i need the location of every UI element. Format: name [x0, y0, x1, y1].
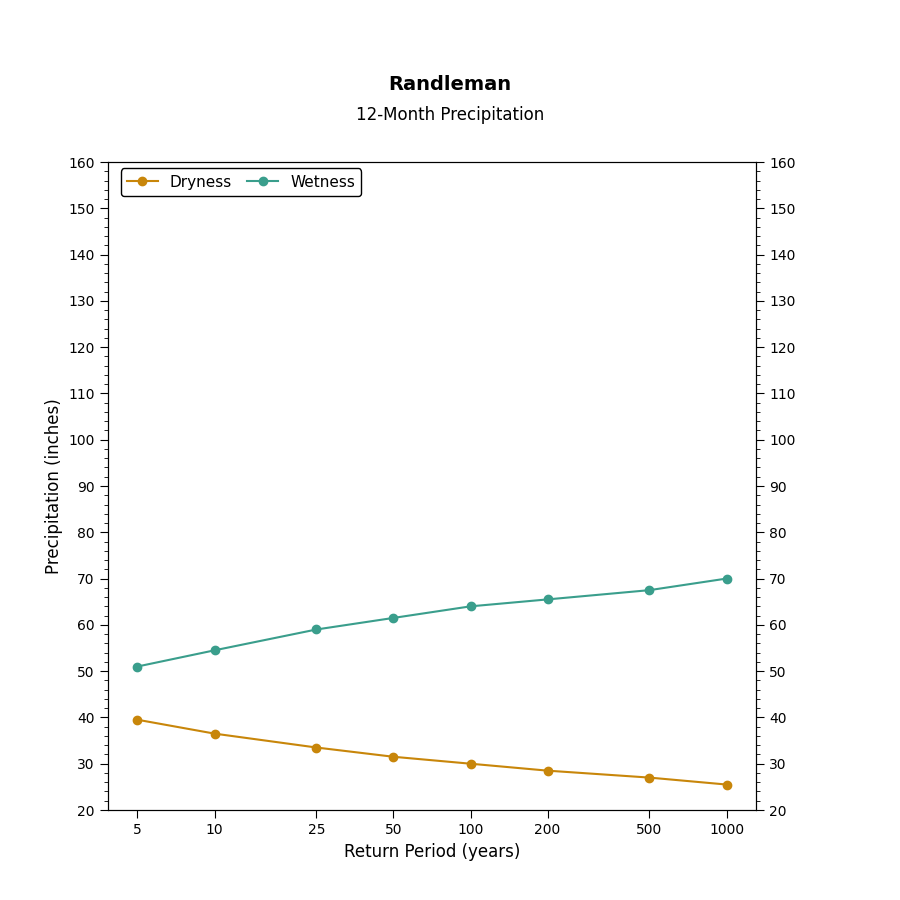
Text: Randleman: Randleman — [389, 76, 511, 94]
Text: 12-Month Precipitation: 12-Month Precipitation — [356, 106, 544, 124]
Line: Wetness: Wetness — [133, 574, 731, 670]
Dryness — [644, 772, 655, 783]
Dryness — [542, 765, 553, 776]
Wetness — [465, 601, 476, 612]
Dryness — [465, 759, 476, 769]
Line: Dryness: Dryness — [133, 716, 731, 788]
Dryness — [388, 752, 399, 762]
Wetness — [542, 594, 553, 605]
Wetness — [209, 645, 220, 656]
Dryness — [132, 715, 143, 725]
Wetness — [644, 585, 655, 596]
Wetness — [132, 662, 143, 672]
Wetness — [721, 573, 732, 584]
Legend: Dryness, Wetness: Dryness, Wetness — [121, 168, 361, 195]
Dryness — [721, 779, 732, 790]
X-axis label: Return Period (years): Return Period (years) — [344, 842, 520, 860]
Dryness — [311, 742, 322, 753]
Wetness — [311, 624, 322, 634]
Wetness — [388, 613, 399, 624]
Dryness — [209, 728, 220, 739]
Y-axis label: Precipitation (inches): Precipitation (inches) — [45, 398, 63, 574]
